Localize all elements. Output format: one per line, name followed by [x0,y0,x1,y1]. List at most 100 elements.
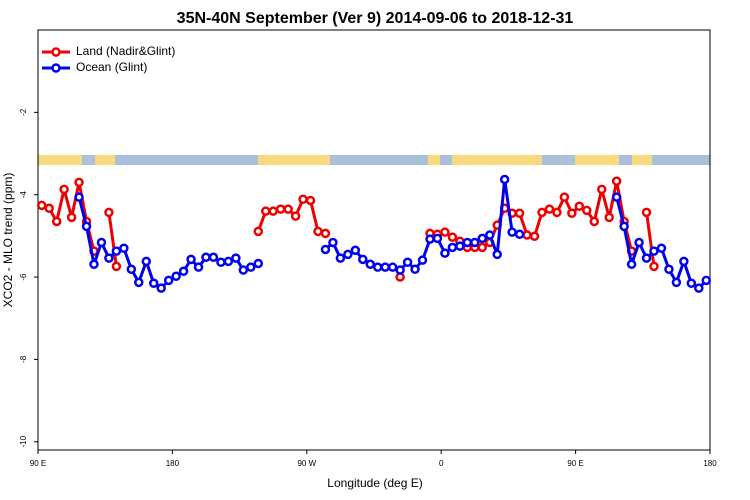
data-point [522,230,532,240]
land-strip [38,155,82,165]
data-point [343,249,353,260]
data-point [507,227,517,237]
data-point [701,275,712,286]
data-point [432,233,443,244]
data-point [148,278,159,288]
data-point [611,192,622,202]
legend-marker [51,63,61,73]
data-point [417,255,428,265]
y-tick-label: -6 [19,273,28,281]
x-axis-label: Longitude (deg E) [327,476,422,490]
data-point [89,259,99,270]
data-point [372,262,383,272]
data-point [171,271,181,281]
data-point [477,233,488,244]
data-point [96,237,107,248]
data-point [74,177,84,188]
data-point [537,207,547,218]
x-tick-label: 180 [166,459,180,468]
data-point [589,216,600,227]
land-strip [632,155,652,165]
data-point [275,204,286,214]
data-point [574,201,585,211]
data-point [104,207,114,218]
data-point [455,241,465,251]
data-point [649,246,659,256]
data-point [193,262,204,272]
data-point [178,266,189,277]
data-point [544,204,555,214]
data-point [694,283,704,293]
data-point [559,192,570,202]
data-point [447,232,458,242]
data-point [664,264,674,274]
data-point [641,253,652,263]
ocean-strip [38,155,710,165]
data-point [201,252,211,263]
data-point [619,221,629,232]
data-point [410,264,420,274]
data-point [283,204,293,214]
data-point [320,228,331,239]
map-strip [38,155,710,165]
land-strip [95,155,115,165]
data-point [111,261,122,272]
data-point [208,252,219,263]
data-point [425,234,435,244]
data-point [358,254,368,265]
land-strip [575,155,619,165]
data-point [499,174,510,185]
data-point [447,242,458,253]
data-point [74,192,84,202]
plot-frame [37,29,711,451]
legend-label: Ocean (Glint) [76,60,147,74]
data-point [484,230,495,240]
data-point [126,264,137,274]
data-point [268,206,278,216]
data-point [365,259,376,270]
data-point [335,253,346,263]
data-point [679,256,689,267]
chart-title: 35N-40N September (Ver 9) 2014-09-06 to … [177,10,574,27]
data-point [350,245,361,256]
legend-marker [51,47,61,57]
data-point [246,262,256,272]
data-point [231,253,241,263]
data-point [104,253,114,263]
land-strip [452,155,542,165]
y-axis-label: XCO2 - MLO trend (ppm) [1,173,15,308]
data-point [156,283,166,293]
data-point [582,205,592,216]
data-point [492,249,502,260]
data-point [260,206,271,216]
y-tick-label: -2 [19,108,28,116]
data-point [641,207,652,218]
data-point [59,184,69,195]
data-point [440,227,450,237]
data-point [66,212,77,223]
data-point [111,246,122,256]
data-point [313,226,323,237]
data-point [514,208,525,218]
data-point [134,277,144,288]
x-tick-label: 90 E [567,459,583,468]
legend-label: Land (Nadir&Glint) [76,44,175,58]
data-point [671,277,682,288]
data-point [604,212,614,223]
data-point [529,231,540,242]
land-strip [258,155,330,165]
y-tick-label: -4 [19,191,28,199]
data-point [649,261,659,272]
data-point [320,244,331,255]
data-point [290,211,301,221]
data-point [328,237,338,248]
data-point [380,262,390,272]
data-point [163,275,174,286]
data-point [238,265,249,275]
data-point [656,243,667,253]
data-point [567,208,577,218]
data-point [298,194,308,204]
x-tick-label: 90 W [297,459,316,468]
data-point [634,237,644,248]
